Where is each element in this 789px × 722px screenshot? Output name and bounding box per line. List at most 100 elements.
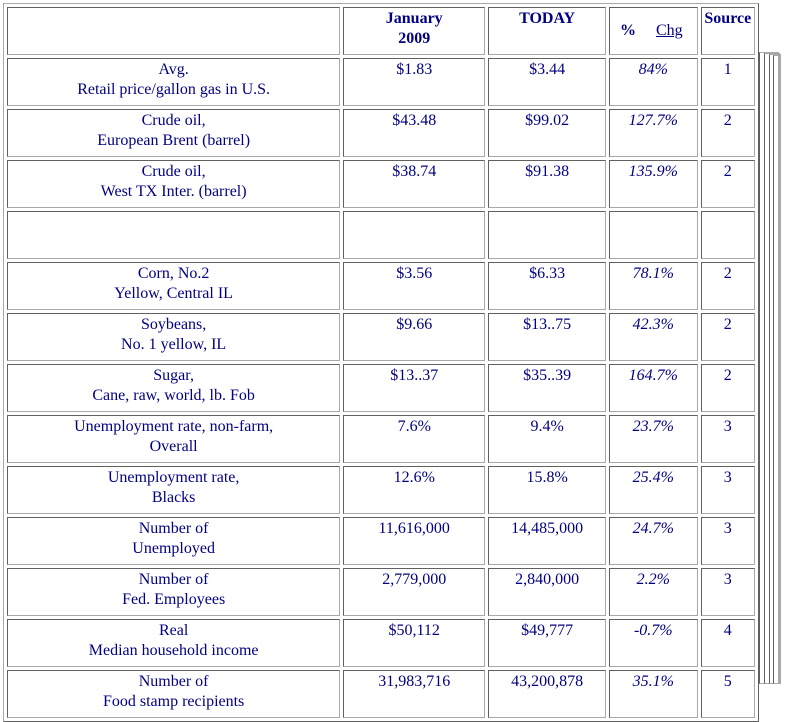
today-value: $6.33	[488, 262, 606, 310]
percent-change-value: 127.7%	[609, 109, 698, 157]
percent-change-value: 164.7%	[609, 364, 698, 412]
right-edge-borders	[759, 0, 789, 684]
row-label-cell: Number of Fed. Employees	[7, 568, 341, 616]
table-row: Sugar, Cane, raw, world, lb. Fob $13..37 $3…	[7, 364, 755, 412]
row-label-line1: Crude oil,	[141, 112, 206, 129]
row-label-cell: Crude oil, West TX Inter. (barrel)	[7, 160, 341, 208]
row-label-cell: Avg. Retail price/gallon gas in U.S.	[7, 58, 341, 106]
edge-border-box	[773, 55, 781, 684]
source-value: 5	[700, 670, 755, 718]
table-row: Avg. Retail price/gallon gas in U.S. $1.83…	[7, 58, 755, 106]
row-label-line2: Median household income	[88, 642, 259, 659]
row-label-line2: West TX Inter. (barrel)	[100, 183, 247, 200]
row-label-line1: Unemployment rate,	[107, 469, 240, 486]
percent-change-value: 78.1%	[609, 262, 698, 310]
source-value: 3	[700, 568, 755, 616]
source-value	[700, 211, 755, 259]
row-label-line2: Overall	[149, 438, 198, 455]
row-label-line1: Number of	[138, 571, 209, 588]
header-chg: Chg	[656, 22, 683, 39]
row-label-cell	[7, 211, 341, 259]
header-row: January 2009 TODAY % Chg Source	[7, 7, 755, 55]
row-label-line1: Crude oil,	[141, 163, 206, 180]
today-value: $99.02	[488, 109, 606, 157]
row-label-line1: Sugar,	[153, 367, 194, 384]
percent-change-value: 84%	[609, 58, 698, 106]
january-2009-value: $38.74	[343, 160, 486, 208]
source-value: 3	[700, 517, 755, 565]
row-label-line2: Yellow, Central IL	[114, 285, 233, 302]
row-label-cell: Corn, No.2 Yellow, Central IL	[7, 262, 341, 310]
january-2009-value: 2,779,000	[343, 568, 486, 616]
row-label-line1: Number of	[138, 673, 209, 690]
table-row: Real Median household income $50,112 $49,77…	[7, 619, 755, 667]
row-label-line1: Avg.	[158, 61, 189, 78]
row-label-cell: Real Median household income	[7, 619, 341, 667]
row-label-line2: Retail price/gallon gas in U.S.	[77, 81, 271, 98]
source-value: 2	[700, 364, 755, 412]
header-blank-cell	[7, 7, 341, 55]
row-label-cell: Sugar, Cane, raw, world, lb. Fob	[7, 364, 341, 412]
table-row: Crude oil, West TX Inter. (barrel) $38.74 $…	[7, 160, 755, 208]
row-label-line1: Unemployment rate, non-farm,	[74, 418, 274, 435]
percent-change-value: -0.7%	[609, 619, 698, 667]
percent-change-value	[609, 211, 698, 259]
row-label-cell: Unemployment rate, non-farm, Overall	[7, 415, 341, 463]
row-label-cell: Crude oil, European Brent (barrel)	[7, 109, 341, 157]
table-row: Number of Unemployed 11,616,000 14,485,000 2…	[7, 517, 755, 565]
row-label-line1: Number of	[138, 520, 209, 537]
today-value: 14,485,000	[488, 517, 606, 565]
today-value: $35..39	[488, 364, 606, 412]
header-year: 2009	[398, 30, 431, 47]
header-pct-line: % Chg	[612, 21, 695, 41]
january-2009-value: $13..37	[343, 364, 486, 412]
percent-change-value: 23.7%	[609, 415, 698, 463]
today-value	[488, 211, 606, 259]
source-value: 4	[700, 619, 755, 667]
january-2009-value: $1.83	[343, 58, 486, 106]
header-pct-chg: % Chg	[609, 7, 698, 55]
today-value: $91.38	[488, 160, 606, 208]
percent-change-value: 35.1%	[609, 670, 698, 718]
table-row: Crude oil, European Brent (barrel) $43.48 $…	[7, 109, 755, 157]
percent-change-value: 135.9%	[609, 160, 698, 208]
table-row: Unemployment rate, Blacks 12.6% 15.8% 25.4% 3	[7, 466, 755, 514]
source-value: 2	[700, 109, 755, 157]
table-row: Unemployment rate, non-farm, Overall 7.6% 9…	[7, 415, 755, 463]
row-label-line2: Fed. Employees	[122, 591, 226, 608]
header-source: Source	[700, 7, 755, 55]
today-value: $3.44	[488, 58, 606, 106]
row-label-line2: Cane, raw, world, lb. Fob	[92, 387, 255, 404]
row-label-line1: Real	[158, 622, 189, 639]
source-value: 2	[700, 262, 755, 310]
row-label-cell: Soybeans, No. 1 yellow, IL	[7, 313, 341, 361]
january-2009-value: $50,112	[343, 619, 486, 667]
january-2009-value: 7.6%	[343, 415, 486, 463]
table-row: Soybeans, No. 1 yellow, IL $9.66 $13..75 42.…	[7, 313, 755, 361]
today-value: 43,200,878	[488, 670, 606, 718]
header-month: January	[385, 10, 443, 27]
row-label-line2: European Brent (barrel)	[97, 132, 251, 149]
january-2009-value: $9.66	[343, 313, 486, 361]
header-pct: %	[620, 22, 636, 39]
today-value: 15.8%	[488, 466, 606, 514]
header-january-2009: January 2009	[343, 7, 486, 55]
table-row	[7, 211, 755, 259]
row-label-line2: Food stamp recipients	[102, 693, 245, 710]
january-2009-value: 11,616,000	[343, 517, 486, 565]
row-label-line1: Soybeans,	[140, 316, 207, 333]
january-2009-value: $43.48	[343, 109, 486, 157]
source-value: 3	[700, 415, 755, 463]
percent-change-value: 25.4%	[609, 466, 698, 514]
row-label-line2: Blacks	[151, 489, 196, 506]
january-2009-value: 12.6%	[343, 466, 486, 514]
percent-change-value: 42.3%	[609, 313, 698, 361]
row-label-cell: Unemployment rate, Blacks	[7, 466, 341, 514]
table-row: Number of Fed. Employees 2,779,000 2,840,00…	[7, 568, 755, 616]
row-label-line1: Corn, No.2	[137, 265, 210, 282]
january-2009-value	[343, 211, 486, 259]
source-value: 1	[700, 58, 755, 106]
row-label-cell: Number of Unemployed	[7, 517, 341, 565]
row-label-cell: Number of Food stamp recipients	[7, 670, 341, 718]
source-value: 3	[700, 466, 755, 514]
